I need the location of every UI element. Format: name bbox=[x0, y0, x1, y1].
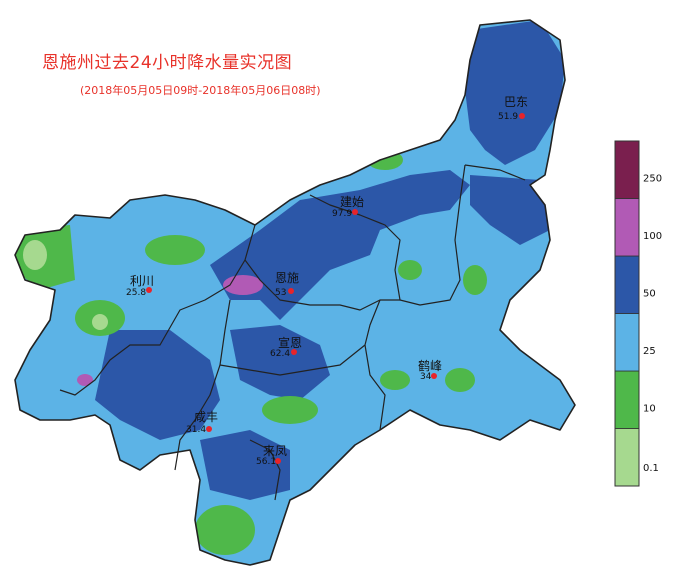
station-badong: 巴东 51.9 bbox=[498, 95, 528, 122]
legend-label: 250 bbox=[643, 173, 662, 184]
station-name: 鹤峰 bbox=[418, 358, 442, 373]
legend-swatch bbox=[614, 198, 640, 257]
zone-50-southwest bbox=[95, 330, 220, 440]
legend-label: 10 bbox=[643, 403, 656, 414]
station-value: 53 bbox=[275, 288, 286, 298]
county-boundaries bbox=[14, 19, 576, 566]
station-name: 建始 bbox=[340, 195, 364, 209]
station-value: 97.9 bbox=[332, 209, 352, 219]
zone-10-hefeng-west bbox=[380, 370, 410, 390]
legend-label: 0.1 bbox=[643, 463, 659, 474]
zone-01-northwest bbox=[23, 240, 47, 270]
legend-swatch bbox=[614, 370, 640, 429]
zone-100-west bbox=[77, 374, 93, 386]
station-dot bbox=[352, 209, 358, 215]
legend-label: 50 bbox=[643, 288, 656, 299]
zone-50-northeast bbox=[465, 20, 565, 165]
map-title: 恩施州过去24小时降水量实况图 bbox=[42, 53, 293, 73]
legend-swatch bbox=[614, 313, 640, 372]
station-value: 51.9 bbox=[498, 112, 518, 122]
station-dot bbox=[275, 458, 281, 464]
legend-frame bbox=[614, 140, 640, 487]
zone-50-central-band bbox=[210, 170, 470, 320]
station-dot bbox=[291, 349, 297, 355]
station-dot bbox=[288, 288, 294, 294]
zone-10-south bbox=[195, 505, 255, 555]
station-hefeng: 鹤峰 34 bbox=[418, 358, 442, 382]
zone-01-lichuan bbox=[92, 314, 108, 330]
legend-label: 25 bbox=[643, 346, 656, 357]
station-dot bbox=[146, 287, 152, 293]
zone-10-east bbox=[463, 265, 487, 295]
zone-10-jianshi bbox=[398, 260, 422, 280]
station-value: 34 bbox=[420, 372, 432, 382]
station-name: 咸丰 bbox=[194, 410, 218, 424]
zone-10-xuanen bbox=[262, 396, 318, 424]
station-name: 恩施 bbox=[275, 271, 299, 285]
legend-swatch bbox=[614, 428, 640, 487]
station-value: 62.4 bbox=[270, 349, 290, 359]
legend-swatch bbox=[614, 140, 640, 199]
station-name: 利川 bbox=[130, 274, 154, 288]
station-value: 56.1 bbox=[256, 457, 276, 467]
station-jianshi: 建始 97.9 bbox=[332, 195, 364, 219]
zone-10-hefeng bbox=[445, 368, 475, 392]
station-name: 巴东 bbox=[504, 95, 528, 109]
map-subtitle: (2018年05月05日09时-2018年05月06日08时) bbox=[80, 84, 321, 97]
precipitation-fill bbox=[14, 19, 576, 566]
zone-50-laifeng bbox=[200, 430, 290, 500]
zone-50-east bbox=[470, 175, 550, 245]
station-xianfeng: 咸丰 31.4 bbox=[186, 410, 218, 435]
zone-10-lichuan-north bbox=[145, 235, 205, 265]
legend-label: 100 bbox=[643, 231, 662, 242]
station-value: 25.8 bbox=[126, 288, 146, 298]
legend-swatch bbox=[614, 255, 640, 314]
stations: 巴东 51.9 建始 97.9 利川 25.8 恩施 53 宣恩 62.4 鹤峰… bbox=[126, 95, 528, 467]
legend: 0.1 10 25 50 100 250 bbox=[614, 140, 662, 487]
station-name: 来凤 bbox=[263, 444, 287, 458]
station-xuanen: 宣恩 62.4 bbox=[270, 335, 302, 359]
station-name: 宣恩 bbox=[278, 335, 302, 350]
station-laifeng: 来凤 56.1 bbox=[256, 444, 287, 467]
station-enshi: 恩施 53 bbox=[275, 271, 299, 298]
station-lichuan: 利川 25.8 bbox=[126, 274, 154, 298]
zone-10-north bbox=[367, 150, 403, 170]
station-dot bbox=[519, 113, 525, 119]
station-dot bbox=[431, 373, 437, 379]
station-dot bbox=[206, 426, 212, 432]
zone-50-south bbox=[230, 325, 330, 400]
station-value: 31.4 bbox=[186, 425, 206, 435]
